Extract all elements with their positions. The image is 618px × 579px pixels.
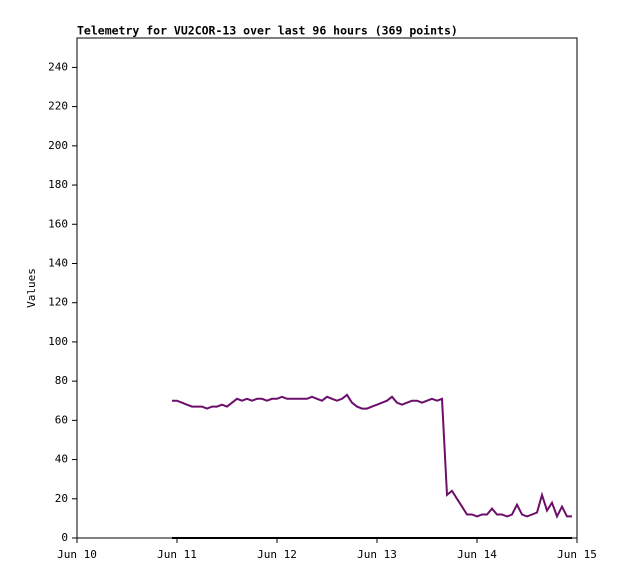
y-tick-label: 0 xyxy=(61,531,68,544)
y-tick-label: 80 xyxy=(55,374,68,387)
x-tick-label: Jun 10 xyxy=(57,548,97,561)
plot-frame xyxy=(76,37,578,539)
y-tick-label: 120 xyxy=(48,296,68,309)
x-tick-label: Jun 14 xyxy=(457,548,497,561)
x-tick-label: Jun 11 xyxy=(157,548,197,561)
data-line xyxy=(172,393,572,519)
y-tick-label: 140 xyxy=(48,256,68,269)
y-tick-label: 200 xyxy=(48,139,68,152)
y-tick-label: 220 xyxy=(48,100,68,113)
y-tick-label: 40 xyxy=(55,453,68,466)
y-tick-label: 60 xyxy=(55,413,68,426)
y-tick-label: 240 xyxy=(48,60,68,73)
x-tick-label: Jun 12 xyxy=(257,548,297,561)
y-tick-label: 180 xyxy=(48,178,68,191)
y-tick-label: 100 xyxy=(48,335,68,348)
y-axis-label: Values xyxy=(25,268,38,308)
x-tick-label: Jun 13 xyxy=(357,548,397,561)
y-tick-label: 160 xyxy=(48,217,68,230)
x-tick-label: Jun 15 xyxy=(557,548,597,561)
y-tick-label: 20 xyxy=(55,492,68,505)
chart-title: Telemetry for VU2COR-13 over last 96 hou… xyxy=(77,24,458,38)
